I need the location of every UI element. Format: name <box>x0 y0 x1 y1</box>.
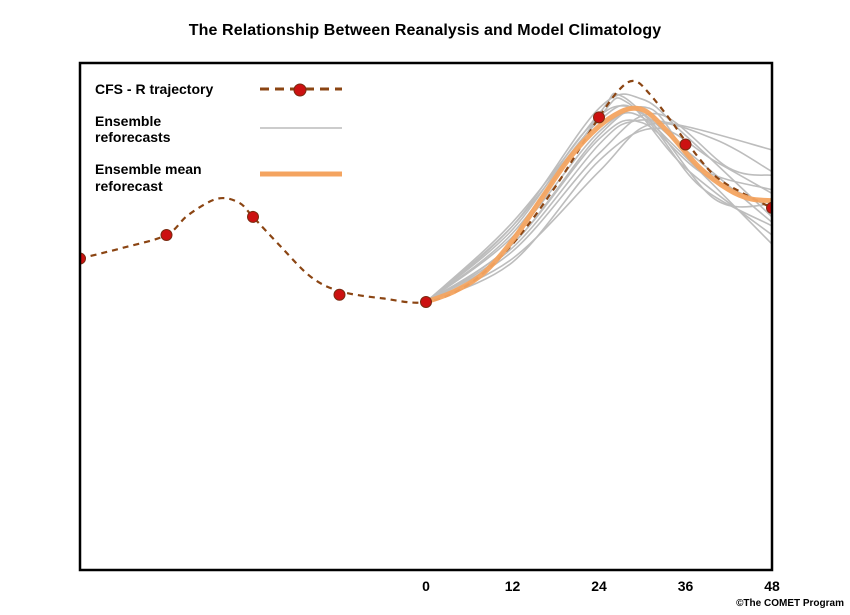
legend-label-cfsr: CFS - R trajectory <box>95 81 213 97</box>
cfsr-marker-1 <box>80 252 86 265</box>
legend-marker-cfsr <box>293 83 307 97</box>
cfsr-marker-2 <box>160 229 173 242</box>
x-tick-label-48: 48 <box>764 578 780 594</box>
credit-text: ©The COMET Program <box>736 598 844 609</box>
ensemble-reforecast-line-9 <box>425 104 772 303</box>
cfsr-marker-5 <box>420 296 432 309</box>
cfsr-markers-layer <box>80 111 772 309</box>
legend-label-ensemble: Ensemble reforecasts <box>95 113 171 145</box>
cfsr-trajectory-line <box>80 79 772 304</box>
ensemble-reforecast-line-12 <box>425 127 772 303</box>
cfsr-trajectory-layer <box>80 79 772 304</box>
plot-frame <box>78 61 774 572</box>
x-tick-label-24: 24 <box>591 578 607 594</box>
cfsr-marker-6 <box>593 111 605 124</box>
ensemble-mean-layer <box>423 105 772 305</box>
cfsr-marker-3 <box>247 210 259 223</box>
x-axis-ticks: 0 12 24 36 48 <box>422 578 780 594</box>
cfsr-marker-7 <box>679 138 692 151</box>
ensemble-mean-line <box>423 105 772 305</box>
cfsr-marker-4 <box>333 288 346 301</box>
legend: CFS - R trajectory Ensemble reforecasts … <box>95 81 342 194</box>
ensemble-reforecast-line-3 <box>425 97 772 303</box>
legend-label-mean: Ensemble mean reforecast <box>95 161 206 194</box>
chart-title: The Relationship Between Reanalysis and … <box>188 22 662 39</box>
x-tick-label-12: 12 <box>505 578 521 594</box>
cfsr-marker-8 <box>766 201 772 214</box>
x-tick-label-0: 0 <box>422 578 430 594</box>
x-tick-label-36: 36 <box>678 578 694 594</box>
ensemble-reforecast-line-5 <box>425 122 772 303</box>
